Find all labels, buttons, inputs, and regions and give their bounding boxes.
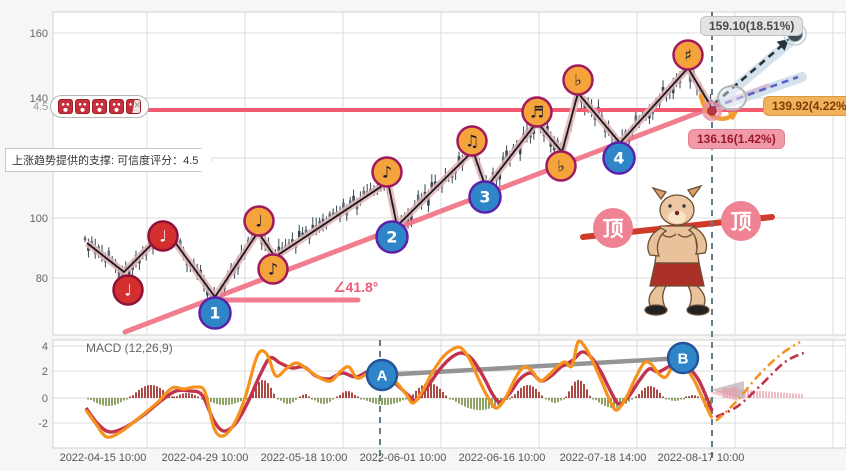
ding-label-left: 顶 [603,218,624,241]
mascot-weightlifter-dog[interactable]: 顶 顶 [580,184,775,316]
svg-text:♪: ♪ [268,260,278,279]
svg-text:♭: ♭ [574,71,582,90]
wave-marker-blue[interactable]: 1 [198,296,232,330]
current-point-marker[interactable] [707,106,717,116]
macd-marker-a[interactable]: A [365,358,399,392]
junction-gray-ring [717,85,747,111]
chart-layer-over: A B ♩ ♩ 1 ♩ ♪ ♪ 2 ♫ 3 ♬ ♭ ♭ 4 ♯ 160 140 100 80 4 2 0 -2 [30,12,807,462]
macd-fan-pink [710,386,738,401]
uptrend-line[interactable] [122,83,771,335]
x-tick-label: 2022-07-18 14:00 [559,452,647,464]
svg-text:100: 100 [30,213,48,225]
wave-marker-orange[interactable]: ♬ [521,96,553,128]
x-tick-label: 2022-06-16 10:00 [458,452,546,464]
svg-text:♬: ♬ [530,103,544,122]
support-callout: 上涨趋势提供的支撑: 可信度评分：4.5 [5,148,214,172]
svg-text:A: A [377,368,388,385]
wave-marker-orange[interactable]: ♪ [257,253,289,285]
svg-text:♯: ♯ [684,46,692,65]
projection-price-tag-high[interactable]: 159.10(18.51%) [700,16,804,36]
current-point-halo [702,101,722,121]
wave-marker-orange[interactable]: ♩ [243,205,275,237]
svg-text:♩: ♩ [124,281,132,300]
wave-marker-orange[interactable]: ♯ [672,39,704,71]
projection-line-black[interactable] [713,41,787,105]
svg-text:♫: ♫ [465,132,479,151]
support-rating-stamps [50,95,149,118]
svg-text:2: 2 [42,366,48,378]
projection-price-tag-mid[interactable]: 139.92(4.22%) [763,96,846,116]
x-tick-label: 2022-04-29 10:00 [161,452,249,464]
trend-angle-label: ∠41.8° [333,279,379,295]
wave-marker-orange[interactable]: ♭ [545,150,577,182]
rating-stamp-icon [75,99,90,114]
support-rating-value: 4.5 [33,101,49,113]
svg-text:-2: -2 [38,418,48,430]
arrowhead [776,39,789,51]
svg-text:160: 160 [30,28,48,40]
macd-dif-forecast [715,340,801,422]
svg-text:B: B [678,351,689,368]
current-price-tag[interactable]: 136.16(1.42%) [688,129,785,149]
ding-label-right: 顶 [731,211,752,234]
barbell-plate-left [593,208,633,248]
macd-histogram [87,380,803,410]
x-tick-label: 2022-06-01 10:00 [359,452,447,464]
projection-line-blue[interactable] [713,75,799,109]
x-tick-label: 2022-05-18 10:00 [260,452,348,464]
macd-indicator-label: MACD (12,26,9) [86,341,173,355]
wave-marker-blue[interactable]: 4 [602,141,636,175]
wave-marker-red[interactable]: ♩ [147,220,179,252]
svg-text:140: 140 [30,93,48,105]
svg-text:0: 0 [42,393,48,405]
macd-dif-line [84,339,714,439]
wave-marker-blue[interactable]: 2 [375,220,409,254]
macd-marker-b[interactable]: B [666,341,700,375]
macd-dea-forecast [715,350,807,419]
svg-text:♭: ♭ [557,157,565,176]
rating-stamp-icon [92,99,107,114]
rating-stamp-icon [126,99,141,114]
rating-stamp-icon [109,99,124,114]
svg-text:♪: ♪ [382,163,392,182]
rating-stamp-icon [58,99,73,114]
dog-figure [644,184,710,316]
wave-marker-blue[interactable]: 3 [468,180,502,214]
svg-text:1: 1 [209,304,220,323]
wave-marker-orange[interactable]: ♪ [371,156,403,188]
barbell-plate-right [721,201,761,241]
wave-marker-red[interactable]: ♩ [112,274,144,306]
svg-text:4: 4 [613,149,624,168]
svg-text:3: 3 [479,188,490,207]
svg-text:♩: ♩ [255,212,263,231]
x-tick-label: 2022-04-15 10:00 [59,452,147,464]
svg-text:2: 2 [386,228,397,247]
svg-text:80: 80 [36,273,48,285]
wave-line [86,67,713,298]
svg-text:4: 4 [42,341,48,353]
x-tick-label: 2022-08-17 10:00 [657,452,745,464]
projection-glow [711,37,795,109]
wave-marker-orange[interactable]: ♫ [456,125,488,157]
svg-text:♩: ♩ [159,227,167,246]
y-axis-labels: 160 140 100 80 4 2 0 -2 [30,28,48,430]
wave-marker-orange[interactable]: ♭ [562,64,594,96]
arrowhead [727,112,738,121]
